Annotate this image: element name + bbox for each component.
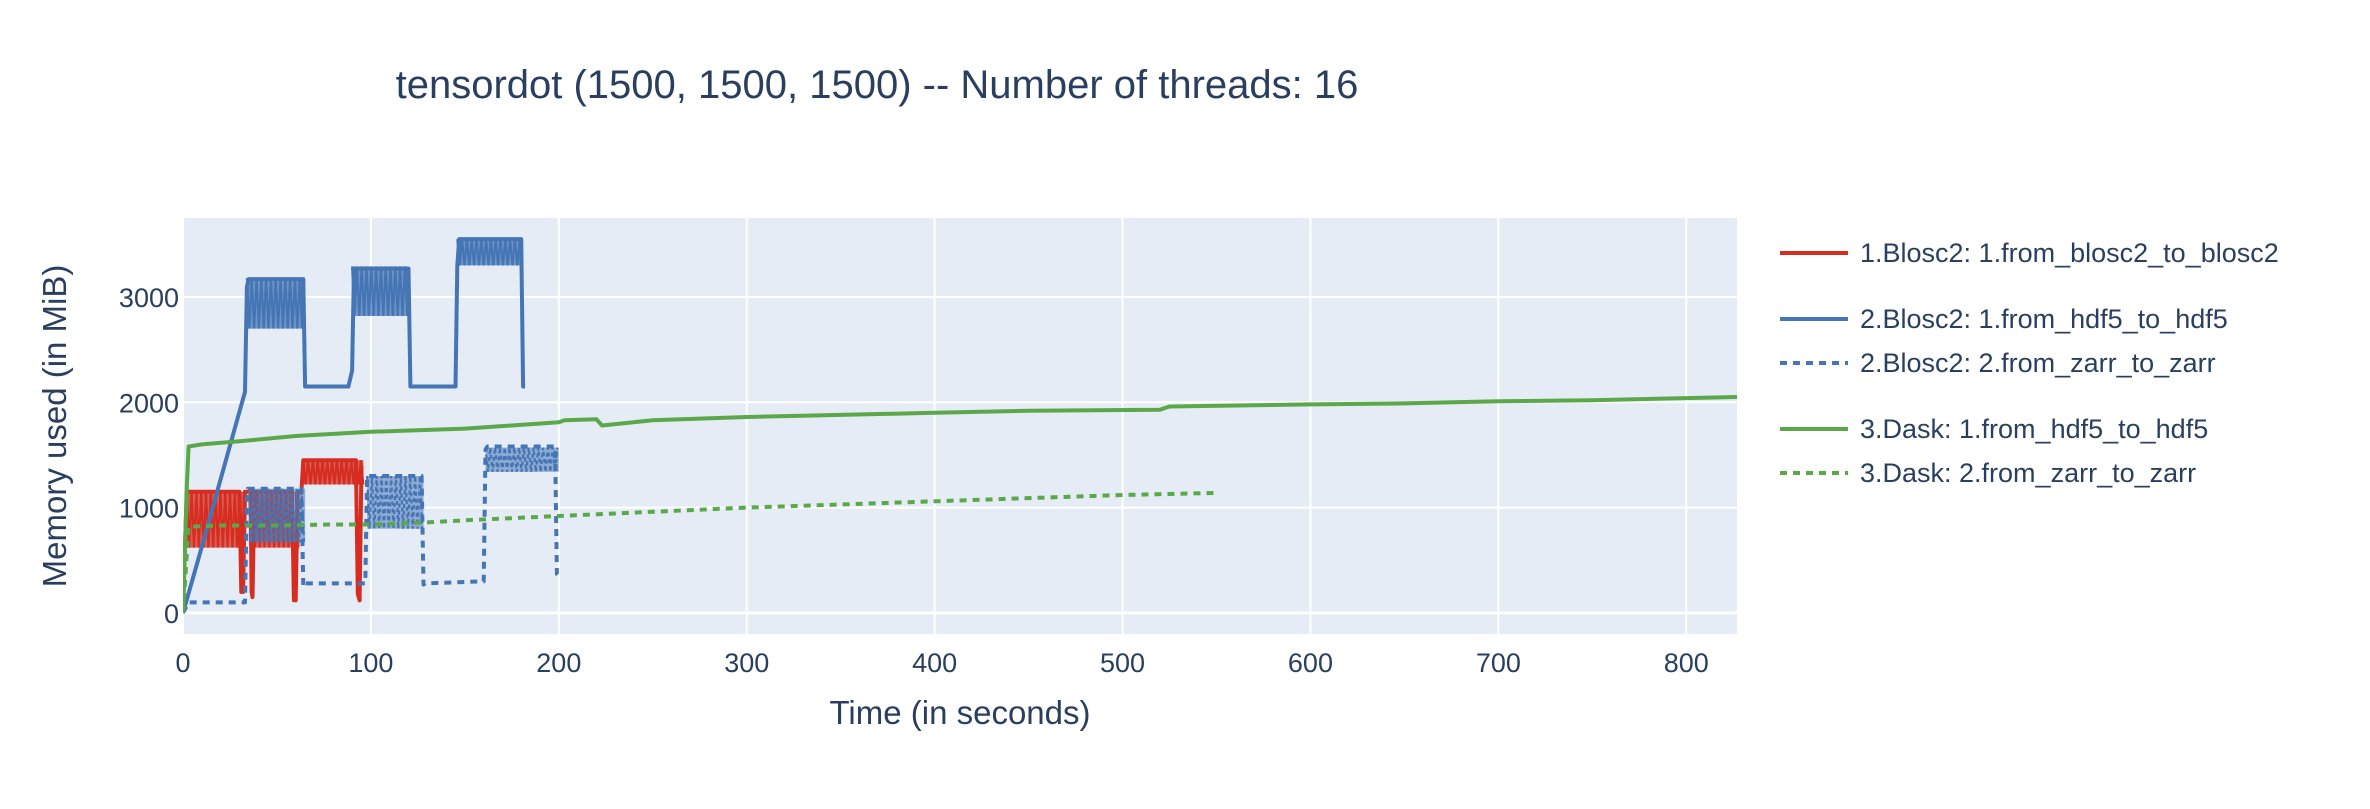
- series-group: [183, 490, 1217, 614]
- series-band-fill: [367, 476, 424, 529]
- legend-item[interactable]: 2.Blosc2: 2.from_zarr_to_zarr: [1780, 348, 2216, 378]
- x-axis-title: Time (in seconds): [829, 694, 1090, 731]
- plot-area: [183, 218, 1737, 634]
- series-band-fill: [485, 447, 559, 472]
- series-band-fill: [457, 239, 524, 266]
- y-axis-title: Memory used (in MiB): [36, 265, 73, 588]
- series-line: [183, 395, 1737, 613]
- series-line: [183, 444, 561, 614]
- y-tick-label: 2000: [119, 388, 179, 418]
- legend-label: 3.Dask: 1.from_hdf5_to_hdf5: [1860, 414, 2208, 444]
- series-group: [183, 395, 1737, 613]
- series-group: [183, 237, 526, 614]
- x-tick-label: 800: [1664, 648, 1709, 678]
- series-line: [183, 490, 1217, 614]
- y-tick-label: 1000: [119, 494, 179, 524]
- x-tick-label: 500: [1100, 648, 1145, 678]
- legend-label: 2.Blosc2: 2.from_zarr_to_zarr: [1860, 348, 2216, 378]
- legend[interactable]: 1.Blosc2: 1.from_blosc2_to_blosc2 2.Blosc…: [1780, 238, 2279, 488]
- x-tick-label: 400: [912, 648, 957, 678]
- series-line: [183, 237, 526, 614]
- legend-item[interactable]: 1.Blosc2: 1.from_blosc2_to_blosc2: [1780, 238, 2279, 268]
- legend-label: 2.Blosc2: 1.from_hdf5_to_hdf5: [1860, 304, 2228, 334]
- x-tick-label: 600: [1288, 648, 1333, 678]
- x-tick-labels: 0 100 200 300 400 500 600 700 800: [175, 648, 1708, 678]
- legend-label: 1.Blosc2: 1.from_blosc2_to_blosc2: [1860, 238, 2279, 268]
- y-tick-label: 3000: [119, 283, 179, 313]
- series-band-fill: [248, 488, 306, 543]
- x-tick-label: 0: [175, 648, 190, 678]
- legend-item[interactable]: 2.Blosc2: 1.from_hdf5_to_hdf5: [1780, 304, 2228, 334]
- x-tick-label: 100: [348, 648, 393, 678]
- x-tick-label: 300: [724, 648, 769, 678]
- series-band-fill: [303, 460, 364, 485]
- series-layer: [183, 237, 1737, 614]
- x-tick-label: 200: [536, 648, 581, 678]
- legend-item[interactable]: 3.Dask: 2.from_zarr_to_zarr: [1780, 458, 2196, 488]
- x-tick-label: 700: [1476, 648, 1521, 678]
- series-band-fill: [352, 266, 409, 316]
- legend-item[interactable]: 3.Dask: 1.from_hdf5_to_hdf5: [1780, 414, 2208, 444]
- y-tick-label: 0: [164, 599, 179, 629]
- series-band-fill: [246, 278, 304, 329]
- y-tick-labels: 0 1000 2000 3000: [119, 283, 179, 629]
- legend-label: 3.Dask: 2.from_zarr_to_zarr: [1860, 458, 2196, 488]
- series-group: [183, 444, 561, 614]
- chart-title: tensordot (1500, 1500, 1500) -- Number o…: [396, 63, 1359, 107]
